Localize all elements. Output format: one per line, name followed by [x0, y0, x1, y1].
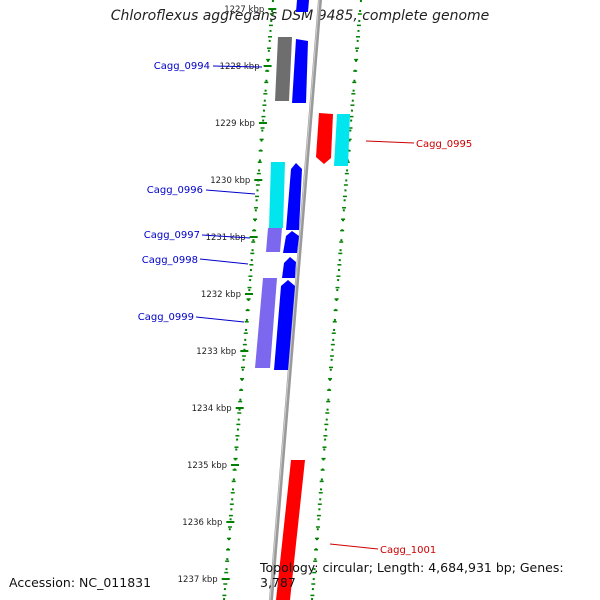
- ruler-label: 1234 kbp: [192, 404, 232, 414]
- gene-feature-cagg0998[interactable]: [282, 257, 296, 278]
- left-dotted-ruler: [223, 0, 274, 600]
- gene-feature-cagg0997-light[interactable]: [266, 228, 282, 252]
- ruler-label: 1227 kbp: [224, 5, 264, 15]
- gene-label-cagg0999[interactable]: Cagg_0999: [138, 312, 194, 323]
- gene-feature-cagg0995[interactable]: [316, 113, 333, 164]
- gene-feature-cagg0995-cyan[interactable]: [334, 114, 350, 166]
- ruler-label: 1233 kbp: [196, 347, 236, 357]
- ruler-label: 1229 kbp: [215, 119, 255, 129]
- map-title: Chloroflexus aggregans DSM 9485, complet…: [110, 8, 490, 24]
- gene-label-cagg0995[interactable]: Cagg_0995: [416, 139, 472, 150]
- gene-label-leaders: [195, 65, 415, 550]
- accession-text: Accession: NC_011831: [9, 575, 152, 590]
- ruler-label: 1237 kbp: [178, 575, 218, 585]
- gene-labels: Cagg_0994 Cagg_0995 Cagg_0996 Cagg_0997 …: [138, 61, 473, 556]
- gene-label-cagg1001[interactable]: Cagg_1001: [380, 545, 436, 556]
- gene-label-cagg0994[interactable]: Cagg_0994: [154, 61, 210, 72]
- right-dotted-ruler: [311, 0, 362, 600]
- gene-feature-cagg0999[interactable]: [274, 280, 295, 370]
- forward-features: [255, 0, 309, 370]
- gene-feature-cagg0999-light[interactable]: [255, 278, 277, 368]
- ruler-label: 1231 kbp: [206, 233, 246, 243]
- backbone-highlight: [269, 0, 320, 600]
- ruler-label: 1236 kbp: [182, 518, 222, 528]
- ruler-label: 1235 kbp: [187, 461, 227, 471]
- gene-label-cagg0996[interactable]: Cagg_0996: [147, 185, 203, 196]
- gene-feature-top[interactable]: [296, 0, 309, 12]
- gene-feature-cagg0996-cyan[interactable]: [269, 162, 285, 228]
- ruler-label: 1232 kbp: [201, 290, 241, 300]
- gene-feature-cagg0994-grey[interactable]: [275, 37, 292, 101]
- gene-feature-cagg0994[interactable]: [292, 39, 308, 103]
- reverse-features: [276, 113, 350, 600]
- gene-feature-cagg0996[interactable]: [286, 163, 302, 230]
- topology-text: Topology: circular; Length: 4,684,931 bp…: [260, 560, 564, 590]
- gene-feature-cagg0997[interactable]: [283, 231, 299, 253]
- gene-label-cagg0998[interactable]: Cagg_0998: [142, 255, 198, 266]
- gene-feature-cagg1001[interactable]: [276, 460, 305, 600]
- ruler-label: 1230 kbp: [210, 176, 250, 186]
- gene-label-cagg0997[interactable]: Cagg_0997: [144, 230, 200, 241]
